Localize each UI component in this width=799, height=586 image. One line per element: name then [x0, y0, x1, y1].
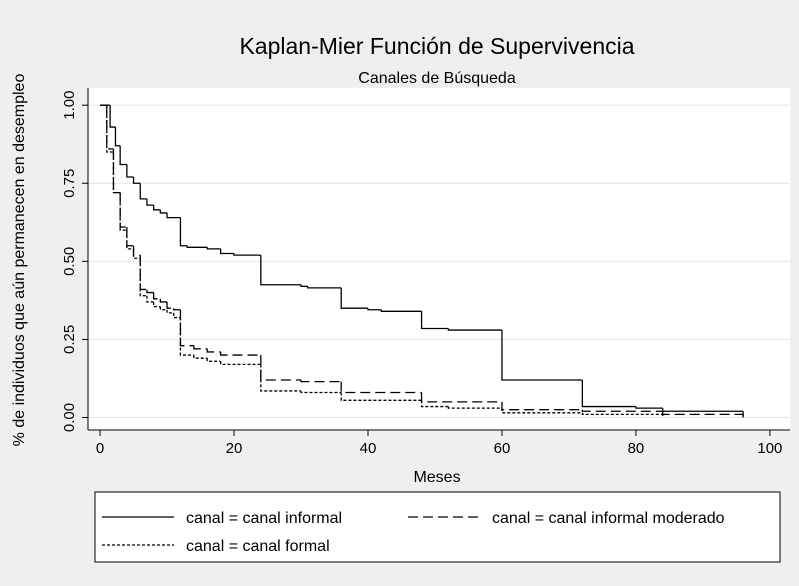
survival-step [340, 392, 422, 401]
survival-step [179, 309, 194, 347]
x-tick-label: 80 [628, 440, 645, 457]
survival-step [152, 292, 161, 300]
survival-step [132, 177, 141, 184]
survival-step [146, 198, 154, 206]
y-tick-label: 0.75 [61, 169, 78, 198]
survival-step [109, 105, 116, 128]
survival-step [340, 381, 422, 394]
survival-step [112, 152, 121, 194]
x-tick-label: 20 [226, 440, 243, 457]
survival-step [126, 164, 134, 178]
survival-step [501, 408, 583, 414]
survival-step [166, 309, 174, 314]
survival-step [146, 289, 154, 294]
survival-step [307, 286, 342, 289]
survival-step [420, 311, 449, 330]
survival-step [260, 364, 302, 392]
survival-step [159, 298, 168, 303]
survival-step [173, 308, 181, 311]
y-tick-label: 1.00 [61, 91, 78, 120]
chart-title: Kaplan-Mier Función de Supervivencia [239, 33, 634, 59]
survival-step [179, 217, 188, 247]
survival-step [193, 345, 208, 350]
survival-step [152, 301, 161, 308]
survival-step [206, 247, 221, 250]
survival-step [159, 209, 168, 214]
chart-subtitle: Canales de Búsqueda [358, 70, 516, 87]
survival-step [126, 230, 134, 250]
survival-step [581, 380, 636, 408]
survival-step [106, 105, 114, 150]
survival-step [581, 412, 663, 416]
x-axis-label: Meses [413, 469, 460, 486]
survival-step [635, 406, 663, 409]
legend-label: canal = canal informal moderado [492, 510, 725, 527]
survival-step [219, 361, 261, 366]
survival-step [447, 328, 502, 331]
survival-step [139, 183, 147, 200]
x-tick-label: 60 [494, 440, 511, 457]
plot-region [88, 88, 790, 430]
survival-step [166, 212, 181, 219]
survival-step [119, 145, 127, 166]
y-axis-label: % de individuos que aún permanecen en de… [11, 74, 28, 447]
legend-label: canal = canal informal [186, 510, 342, 527]
survival-step [114, 127, 121, 147]
x-tick-label: 100 [757, 440, 782, 457]
survival-step [139, 258, 147, 297]
survival-step [152, 205, 161, 211]
survival-step [159, 306, 168, 311]
survival-step [420, 400, 449, 408]
survival-step [206, 358, 221, 362]
survival-step [219, 351, 261, 356]
survival-step [367, 308, 382, 311]
survival-step [260, 255, 302, 286]
survival-step [300, 284, 308, 287]
legend-box [94, 491, 781, 563]
survival-step [380, 309, 422, 312]
survival-step [206, 348, 221, 353]
survival-step [179, 317, 194, 356]
survival-step [501, 330, 583, 381]
survival-step [146, 295, 154, 303]
survival-step [300, 390, 342, 394]
survival-step [233, 253, 261, 256]
survival-step [186, 245, 208, 248]
survival-step [119, 192, 127, 231]
y-tick-label: 0.50 [61, 247, 78, 276]
x-tick-label: 0 [96, 440, 104, 457]
survival-step [106, 105, 114, 153]
survival-step [581, 409, 663, 412]
survival-step [340, 287, 368, 309]
survival-step [447, 406, 502, 409]
survival-step [219, 248, 235, 255]
survival-step [166, 301, 174, 309]
y-tick-label: 0.00 [61, 403, 78, 432]
legend-label: canal = canal formal [186, 538, 330, 555]
x-tick-label: 40 [360, 440, 377, 457]
survival-step [300, 380, 342, 383]
survival-step [193, 355, 208, 359]
y-tick-label: 0.25 [61, 325, 78, 354]
survival-step [119, 192, 127, 228]
survival-step [173, 312, 181, 319]
